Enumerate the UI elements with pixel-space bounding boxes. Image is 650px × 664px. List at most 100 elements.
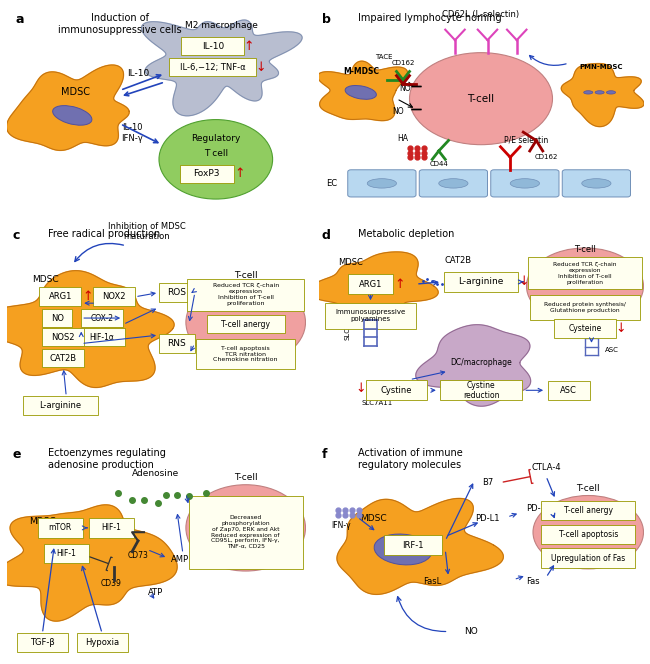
Text: TGF-β: TGF-β xyxy=(30,637,55,647)
Text: CAT2B: CAT2B xyxy=(445,256,472,265)
FancyBboxPatch shape xyxy=(42,309,72,327)
Text: IRF-1: IRF-1 xyxy=(402,540,424,550)
Text: EC: EC xyxy=(326,179,337,188)
Text: ASC: ASC xyxy=(560,386,577,395)
Text: L-arginine: L-arginine xyxy=(39,400,81,410)
Text: T-cell: T-cell xyxy=(574,245,596,254)
Text: B7: B7 xyxy=(482,477,493,487)
FancyBboxPatch shape xyxy=(181,37,244,55)
Circle shape xyxy=(186,280,306,365)
Text: COX-2: COX-2 xyxy=(91,313,114,323)
FancyBboxPatch shape xyxy=(443,272,519,292)
Text: e: e xyxy=(12,448,21,461)
FancyBboxPatch shape xyxy=(348,274,393,293)
FancyBboxPatch shape xyxy=(180,165,234,183)
Polygon shape xyxy=(0,271,174,388)
Text: Immunosuppressive
polyamines: Immunosuppressive polyamines xyxy=(335,309,406,323)
Text: ↑: ↑ xyxy=(235,167,245,181)
FancyBboxPatch shape xyxy=(42,349,84,367)
Text: Reduced protein synthesis/
Glutathione production: Reduced protein synthesis/ Glutathione p… xyxy=(544,302,626,313)
Circle shape xyxy=(159,120,272,199)
Text: ↓: ↓ xyxy=(356,382,366,394)
Text: FasL: FasL xyxy=(423,577,441,586)
Text: T-cell anergy: T-cell anergy xyxy=(221,320,270,329)
Text: Fas: Fas xyxy=(526,577,539,586)
Text: MDSC: MDSC xyxy=(339,258,363,267)
Text: RNS: RNS xyxy=(168,339,187,348)
Text: CD73: CD73 xyxy=(127,551,148,560)
Text: T-cell apoptosis: T-cell apoptosis xyxy=(558,530,618,539)
FancyBboxPatch shape xyxy=(441,380,521,400)
Ellipse shape xyxy=(439,179,468,188)
Ellipse shape xyxy=(582,179,611,188)
Text: PD-1: PD-1 xyxy=(526,503,546,513)
Text: mTOR: mTOR xyxy=(49,523,72,533)
Polygon shape xyxy=(318,61,408,121)
Text: AMP: AMP xyxy=(171,555,189,564)
Text: NO: NO xyxy=(464,627,478,635)
Text: ASC: ASC xyxy=(604,347,618,353)
Text: T-cell: T-cell xyxy=(577,484,600,493)
FancyBboxPatch shape xyxy=(547,380,590,400)
Ellipse shape xyxy=(367,179,396,188)
Ellipse shape xyxy=(345,86,376,100)
Text: Reduced TCR ζ-chain
expression
Inhibition of T-cell
proliferation: Reduced TCR ζ-chain expression Inhibitio… xyxy=(553,262,617,285)
Text: NO: NO xyxy=(399,84,410,94)
Text: T-cell: T-cell xyxy=(234,271,257,280)
Text: d: d xyxy=(322,229,331,242)
Text: T cell: T cell xyxy=(203,149,228,157)
Polygon shape xyxy=(142,20,302,116)
Text: ↑: ↑ xyxy=(395,278,405,291)
Text: ARG1: ARG1 xyxy=(359,280,382,289)
Text: ↑: ↑ xyxy=(244,40,254,53)
Text: T-cell anergy: T-cell anergy xyxy=(564,506,613,515)
Text: SLC7A11: SLC7A11 xyxy=(344,309,351,341)
Text: Cysteine: Cysteine xyxy=(568,324,602,333)
FancyBboxPatch shape xyxy=(365,380,428,400)
Text: Adenosine: Adenosine xyxy=(133,469,179,478)
Text: HA: HA xyxy=(398,133,408,143)
Text: b: b xyxy=(322,13,331,26)
Text: Upregulation of Fas: Upregulation of Fas xyxy=(551,554,625,562)
Circle shape xyxy=(526,248,644,325)
Polygon shape xyxy=(6,65,129,151)
Text: CTLA-4: CTLA-4 xyxy=(531,463,561,471)
Text: Reduced TCR ζ-chain
expression
Inhibition of T-cell
proliferation: Reduced TCR ζ-chain expression Inhibitio… xyxy=(213,284,279,306)
Text: NO: NO xyxy=(393,108,404,116)
Text: P/E selectin: P/E selectin xyxy=(504,135,549,145)
Text: Decreased
phosphorylation
of Zap70, ERK and Akt
Reduced expression of
CD95L, per: Decreased phosphorylation of Zap70, ERK … xyxy=(211,515,280,549)
FancyBboxPatch shape xyxy=(491,170,559,197)
Text: Hypoxia: Hypoxia xyxy=(85,637,119,647)
FancyBboxPatch shape xyxy=(93,288,135,306)
Text: NOS2: NOS2 xyxy=(51,333,75,342)
Polygon shape xyxy=(0,505,177,621)
Text: IFN-γ: IFN-γ xyxy=(332,521,351,530)
Text: CD39: CD39 xyxy=(101,579,122,588)
FancyBboxPatch shape xyxy=(42,328,84,346)
Text: Free radical production: Free radical production xyxy=(48,229,161,239)
FancyBboxPatch shape xyxy=(207,315,285,333)
FancyBboxPatch shape xyxy=(196,339,295,369)
FancyBboxPatch shape xyxy=(530,295,640,320)
FancyBboxPatch shape xyxy=(562,170,630,197)
Text: SLC7A11: SLC7A11 xyxy=(361,400,393,406)
Text: IL-6,−12; TNF-α: IL-6,−12; TNF-α xyxy=(180,63,246,72)
Text: Inhibition of MDSC
maturation: Inhibition of MDSC maturation xyxy=(108,222,186,242)
Text: ARG1: ARG1 xyxy=(49,292,72,301)
FancyBboxPatch shape xyxy=(187,279,304,311)
Text: a: a xyxy=(16,13,24,26)
FancyBboxPatch shape xyxy=(419,170,488,197)
Text: T-cell: T-cell xyxy=(234,473,257,483)
Ellipse shape xyxy=(53,106,92,125)
FancyBboxPatch shape xyxy=(528,258,642,290)
Text: c: c xyxy=(12,229,20,242)
Text: Impaired lymphocyte homing: Impaired lymphocyte homing xyxy=(358,13,501,23)
FancyBboxPatch shape xyxy=(541,548,636,568)
Polygon shape xyxy=(337,499,503,594)
Text: T-cell: T-cell xyxy=(467,94,495,104)
Ellipse shape xyxy=(595,91,604,94)
Ellipse shape xyxy=(374,534,432,565)
Text: TACE: TACE xyxy=(375,54,392,60)
FancyBboxPatch shape xyxy=(189,495,302,569)
Text: IL-10: IL-10 xyxy=(202,42,224,51)
